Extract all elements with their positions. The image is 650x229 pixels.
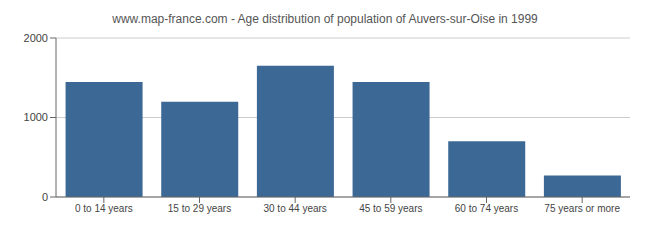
html-text:www.map-france.com - Age distr: www.map-france.com - Age distribution of… (112, 12, 538, 26)
svg-text:45 to 59 years: 45 to 59 years (359, 203, 422, 214)
svg-text:30 to 44 years: 30 to 44 years (263, 203, 326, 214)
svg-text:0 to 14 years: 0 to 14 years (75, 203, 133, 214)
svg-text:1000: 1000 (24, 111, 48, 123)
svg-text:60 to 74 years: 60 to 74 years (455, 203, 518, 214)
svg-text:0: 0 (42, 191, 48, 203)
svg-text:2000: 2000 (24, 32, 48, 44)
svg-text:75 years or more: 75 years or more (544, 203, 620, 214)
svg-text:15 to 29 years: 15 to 29 years (168, 203, 231, 214)
